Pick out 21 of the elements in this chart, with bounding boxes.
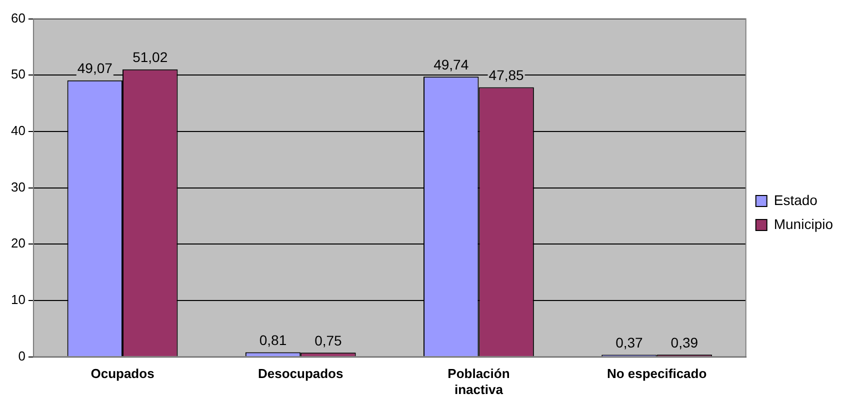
y-tick-label: 40	[10, 123, 26, 138]
legend-label: Municipio	[774, 216, 834, 232]
data-label: 51,02	[132, 49, 168, 66]
y-tick-label: 0	[18, 348, 26, 364]
y-tick-label: 10	[10, 292, 26, 308]
y-tick-label: 60	[10, 10, 26, 26]
x-tick-label: Ocupados	[90, 366, 154, 382]
data-label: 47,85	[488, 67, 524, 84]
data-label: 0,37	[616, 334, 644, 351]
x-tick-label: Desocupados	[258, 366, 344, 382]
data-label: 0,81	[259, 332, 287, 348]
x-tick-label: No especificado	[606, 366, 707, 382]
x-tick-label: Población inactiva	[448, 366, 510, 397]
legend-label: Estado	[774, 192, 818, 208]
y-tick-label: 20	[10, 236, 26, 251]
y-tick-label: 30	[10, 179, 26, 194]
data-label: 49,07	[77, 60, 113, 76]
data-label: 0,39	[670, 334, 698, 350]
y-tick-label: 50	[10, 66, 26, 82]
data-label: 49,74	[434, 56, 469, 72]
data-label: 0,75	[314, 332, 342, 348]
